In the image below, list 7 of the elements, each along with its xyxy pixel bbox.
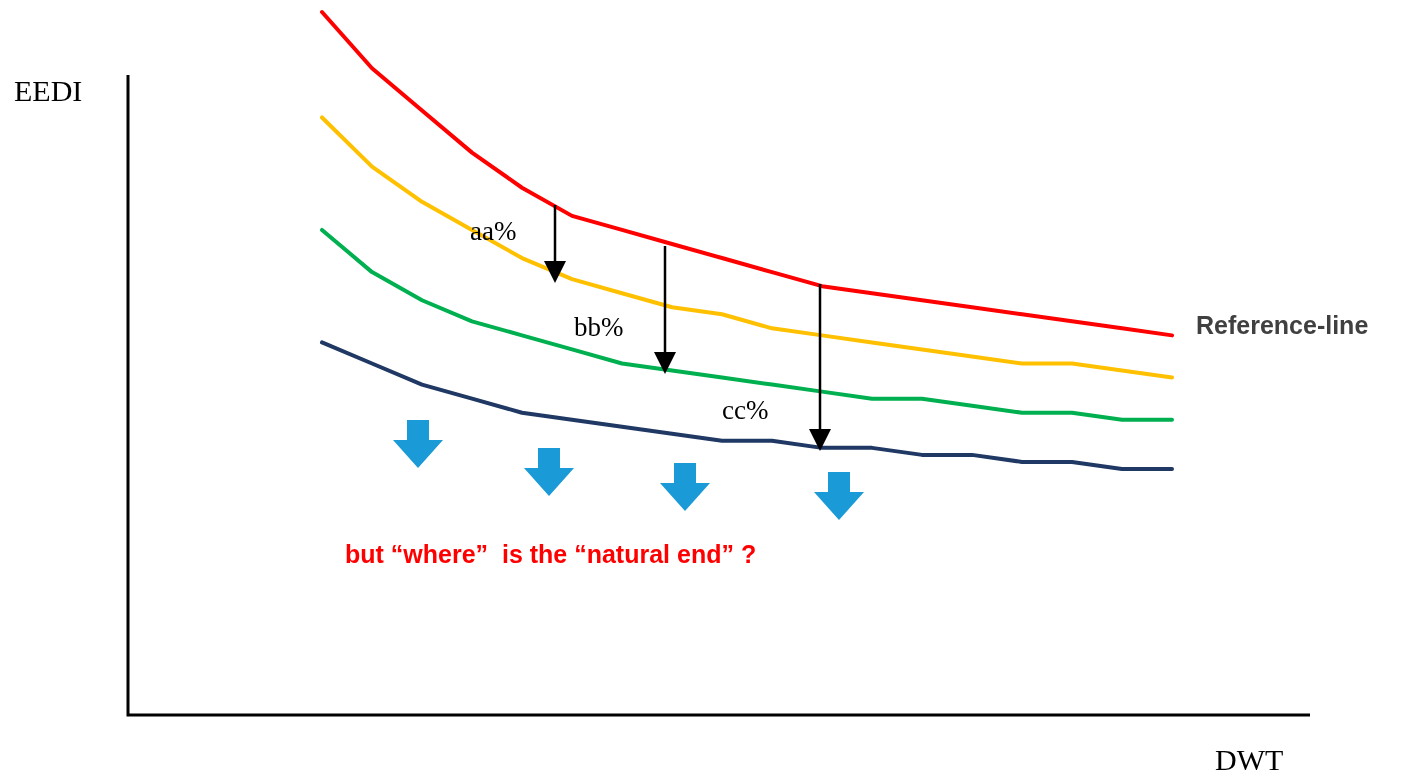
y-axis-title: EEDI [14, 74, 83, 107]
annotation: bb% [574, 312, 624, 342]
annotation: cc% [722, 395, 769, 425]
annotation: but “where” is the “natural end” ? [345, 540, 757, 568]
annotation: aa% [470, 216, 517, 246]
series-label: Reference-line [1196, 311, 1369, 340]
x-axis-title: DWT [1215, 743, 1284, 776]
